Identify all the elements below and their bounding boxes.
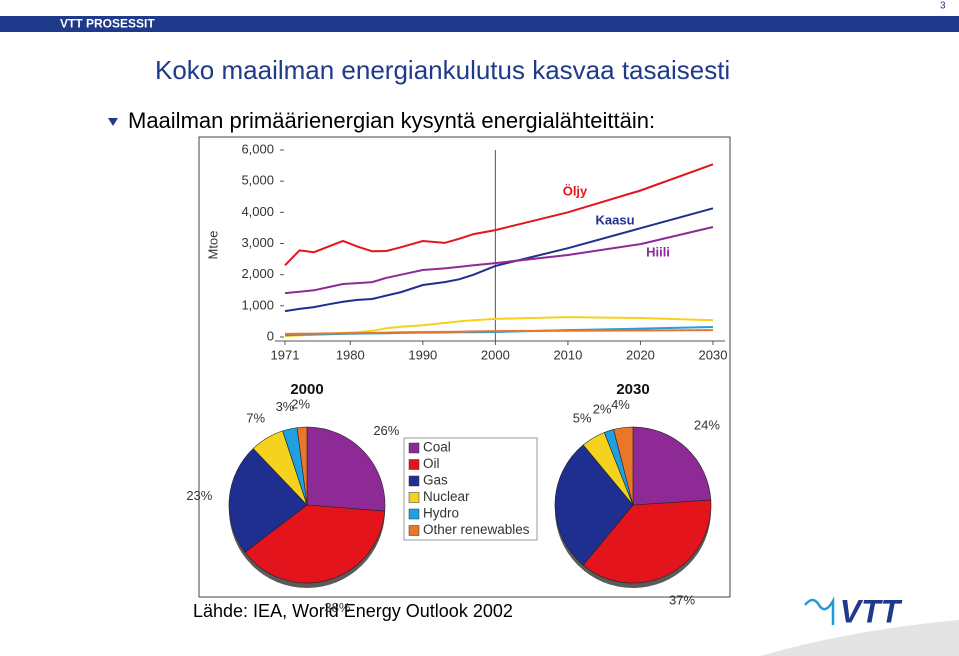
legend-swatch	[408, 459, 420, 470]
series-line	[284, 207, 714, 313]
pie-slice	[244, 504, 386, 584]
header-bar	[0, 16, 959, 32]
series-label: Öljy	[563, 183, 588, 198]
pie-slice	[613, 426, 634, 506]
pie-value-label: 2%	[291, 397, 310, 412]
pie-value-label: 23%	[186, 488, 212, 503]
x-tick-label: 1990	[408, 347, 437, 362]
y-tick-label: 1,000	[241, 297, 274, 312]
y-tick-label: 6,000	[241, 141, 274, 156]
brand: VTT PROSESSIT	[60, 17, 155, 31]
legend-label: Hydro	[423, 506, 459, 521]
page-number: 3	[940, 1, 946, 12]
x-tick-label: 1971	[271, 347, 300, 362]
y-tick-label: 5,000	[241, 173, 274, 188]
x-tick-label: 2030	[699, 347, 728, 362]
x-tick-label: 2010	[553, 347, 582, 362]
pie-value-label: 2%	[593, 401, 612, 416]
legend-label: Other renewables	[423, 522, 530, 537]
legend-swatch	[408, 475, 420, 487]
legend-label: Gas	[423, 473, 448, 488]
y-tick-label: 3,000	[241, 235, 274, 250]
pie-value-label: 37%	[669, 593, 695, 608]
chart-frame	[198, 136, 731, 598]
pie-slice	[582, 499, 712, 584]
legend-label: Nuclear	[423, 489, 470, 504]
legend-label: Coal	[423, 440, 451, 455]
pie-value-label: 38%	[324, 600, 350, 615]
series-label: Kaasu	[595, 212, 634, 227]
slide-title: Koko maailman energiankulutus kasvaa tas…	[155, 55, 730, 85]
legend-swatch	[408, 442, 420, 454]
pie-slice	[228, 448, 308, 553]
series-line	[284, 226, 714, 295]
logo: VTT	[840, 593, 903, 629]
decor-curve	[760, 620, 959, 656]
pie-value-label: 26%	[373, 423, 399, 438]
pie-value-label: 24%	[694, 418, 720, 433]
pie-title: 2000	[290, 381, 323, 398]
pie-value-label: 3%	[276, 399, 295, 414]
bullet-icon	[108, 118, 118, 126]
y-tick-label: 2,000	[241, 266, 274, 281]
pie-slice	[306, 426, 386, 512]
legend-swatch	[408, 492, 420, 503]
x-tick-label: 1980	[336, 347, 365, 362]
pie-slice	[296, 426, 308, 506]
legend-box	[403, 437, 538, 541]
legend-label: Oil	[423, 456, 440, 471]
y-tick-label: 4,000	[241, 204, 274, 219]
legend-swatch	[408, 525, 420, 536]
source: Lähde: IEA, World Energy Outlook 2002	[193, 601, 513, 621]
y-tick-label: 0	[267, 328, 274, 343]
series-label: Hiili	[646, 244, 670, 259]
pie-value-label: 4%	[611, 397, 630, 412]
series-line	[284, 329, 714, 335]
pie-value-label: 7%	[246, 411, 265, 426]
pie-value-label: 5%	[573, 410, 592, 425]
y-axis-label: Mtoe	[205, 231, 220, 260]
x-tick-label: 2000	[481, 347, 510, 362]
pie-slice	[554, 444, 634, 566]
bullet-text: Maailman primäärienergian kysyntä energi…	[128, 108, 655, 133]
pie-slice	[632, 426, 712, 506]
series-line	[284, 163, 714, 266]
pie-title: 2030	[616, 381, 649, 398]
legend-swatch	[408, 508, 420, 520]
logo-wave	[804, 596, 835, 625]
x-tick-label: 2020	[626, 347, 655, 362]
